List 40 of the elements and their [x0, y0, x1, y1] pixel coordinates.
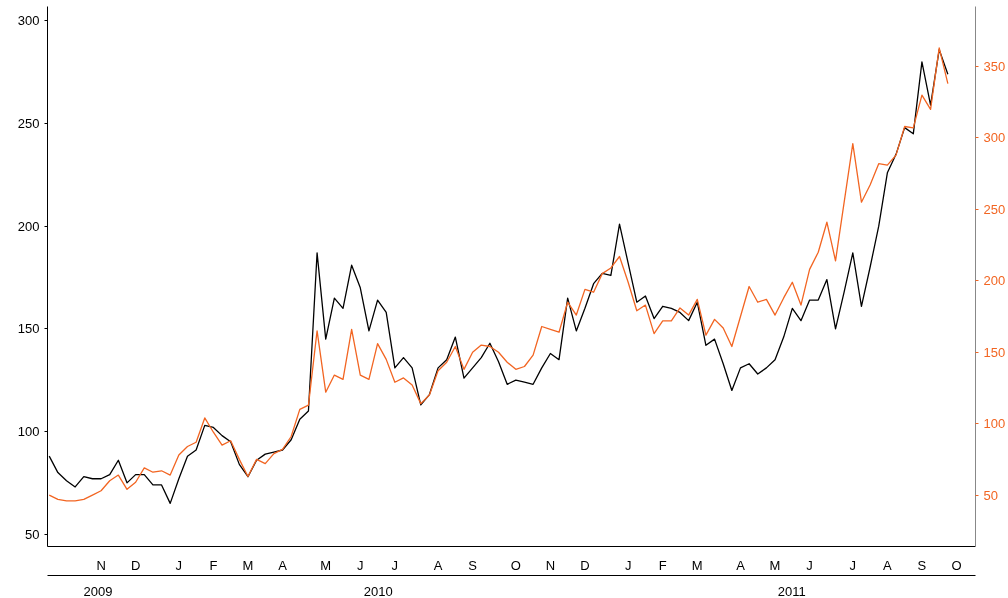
x-tick-label: N [96, 557, 106, 573]
x-tick-label: J [806, 557, 813, 573]
y-tick-label: 250 [17, 116, 40, 132]
y-tick-label: 50 [25, 526, 40, 542]
y-tick-label: 100 [17, 424, 40, 440]
x-tick-label: J [624, 557, 632, 573]
x-tick-label: A [433, 557, 443, 573]
x-tick-label: M [769, 557, 781, 573]
x-tick-label: A [736, 557, 746, 573]
y2-tick-label: 200 [983, 273, 1006, 289]
y2-tick-label: 350 [983, 59, 1006, 74]
x-tick-label: S [917, 557, 927, 573]
x-tick-label: J [849, 557, 857, 573]
x2-tick-label: 2011 [777, 583, 806, 598]
x-tick-label: D [130, 557, 141, 573]
x-tick-label: M [320, 557, 332, 573]
x-tick-label: O [510, 557, 521, 573]
y2-tick-label: 100 [983, 416, 1006, 432]
y2-tick-label: 250 [983, 201, 1006, 217]
x2-tick-label: 2010 [363, 583, 393, 598]
x-tick-label: O [951, 557, 962, 573]
x-tick-label: A [883, 557, 893, 573]
x-tick-label: J [391, 557, 399, 573]
x-tick-label: A [278, 557, 288, 573]
y2-tick-label: 150 [983, 344, 1006, 360]
x-tick-label: J [175, 557, 183, 573]
x-tick-label: D [580, 557, 590, 573]
x-tick-label: M [242, 557, 254, 573]
x-tick-label: F [209, 557, 218, 573]
x-tick-label: F [658, 557, 667, 573]
x2-tick-label: 2009 [83, 583, 113, 598]
y-tick-label: 300 [17, 13, 40, 29]
y-tick-label: 200 [17, 218, 40, 234]
x-tick-label: N [545, 557, 556, 573]
y2-tick-label: 50 [983, 487, 998, 503]
y-tick-label: 150 [17, 321, 40, 337]
x-tick-label: M [691, 557, 703, 573]
y2-tick-label: 300 [983, 130, 1006, 146]
x-tick-label: S [468, 557, 478, 573]
x-tick-label: J [357, 557, 364, 573]
